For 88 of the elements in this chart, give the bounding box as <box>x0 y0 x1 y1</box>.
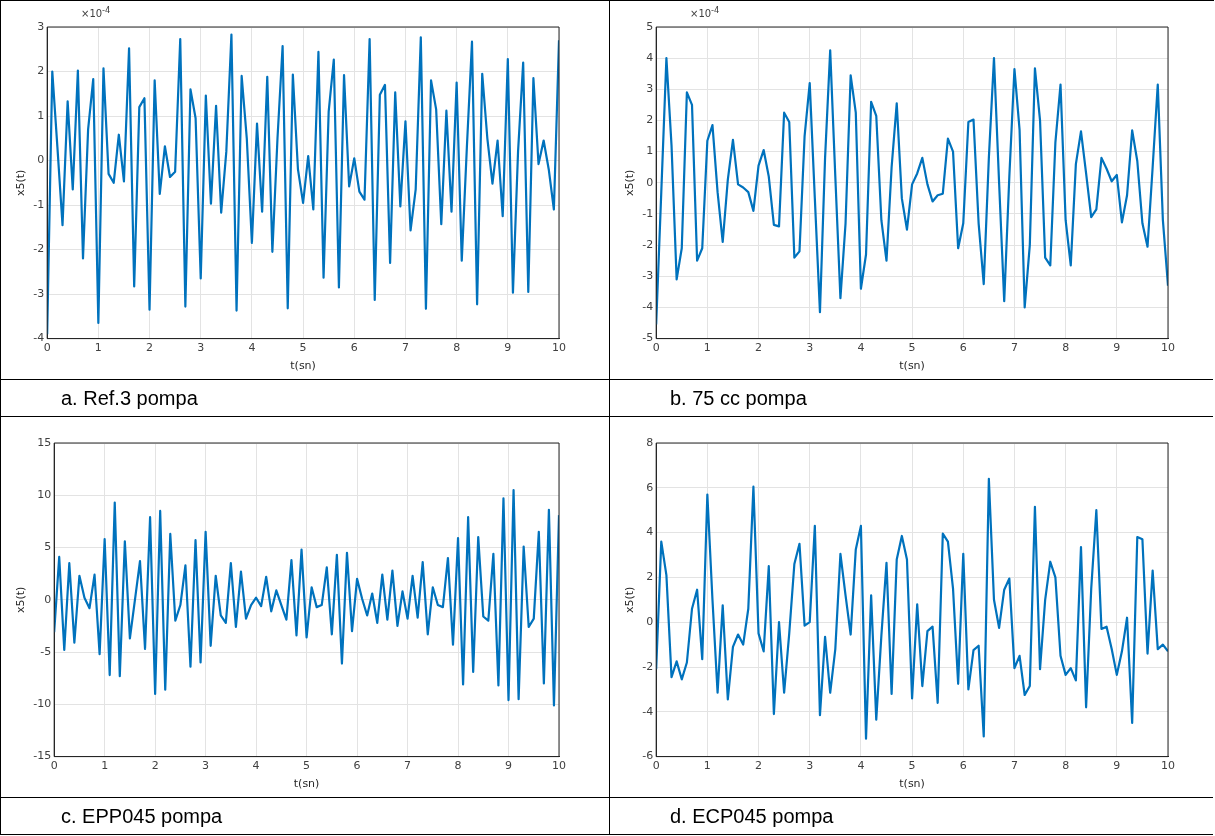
text: c. EPP045 pompa <box>60 803 224 829</box>
x-tick-label: 6 <box>353 759 361 773</box>
y-tick-label: 1 <box>37 108 45 122</box>
y-axis-title: x5(t) <box>623 169 637 196</box>
x-tick-label: 9 <box>504 341 512 355</box>
x-tick-label: 2 <box>146 341 154 355</box>
x-tick-label: 1 <box>94 341 102 355</box>
y-tick-label: 4 <box>646 525 654 539</box>
x-tick-label: 9 <box>1113 759 1121 773</box>
y-tick-label: 10 <box>37 488 52 502</box>
x-tick-label: 7 <box>1010 759 1018 773</box>
x-tick-label: 8 <box>1062 341 1070 355</box>
x-axis-title: t(sn) <box>899 359 925 373</box>
x-tick-label: 1 <box>703 759 711 773</box>
y-tick-label: -6 <box>642 749 654 763</box>
text: ×10$^{-4}$ <box>690 5 720 20</box>
y-tick-label: 0 <box>646 175 654 189</box>
y-axis-title: x5(t) <box>623 586 637 613</box>
x-tick-label: 4 <box>857 341 865 355</box>
x-tick-label: 10 <box>552 341 566 355</box>
y-tick-label: 0 <box>44 592 52 606</box>
y-tick-label: 6 <box>646 480 654 494</box>
y-tick-label: 3 <box>646 82 654 96</box>
y-tick-label: -5 <box>40 644 52 658</box>
y-tick-label: -3 <box>642 269 654 283</box>
x-axis-title: t(sn) <box>899 777 925 791</box>
y-tick-label: -4 <box>642 704 654 718</box>
y-tick-label: 15 <box>37 435 52 449</box>
x-tick-label: 3 <box>197 341 205 355</box>
y-tick-label: -1 <box>33 197 45 211</box>
x-tick-label: 10 <box>1161 341 1175 355</box>
y-tick-label: 1 <box>646 144 654 158</box>
x-tick-label: 10 <box>552 759 566 773</box>
x-tick-label: 8 <box>454 759 462 773</box>
x-axis-title: t(sn) <box>293 777 320 791</box>
y-tick-label: 4 <box>646 51 654 65</box>
y-tick-label: 2 <box>37 64 45 78</box>
y-tick-label: 0 <box>646 615 654 629</box>
x-tick-label: 3 <box>806 341 814 355</box>
x-tick-label: 6 <box>350 341 358 355</box>
x-tick-label: 2 <box>755 759 763 773</box>
x-tick-label: 8 <box>1062 759 1070 773</box>
text: ×10$^{-4}$ <box>81 5 111 20</box>
y-tick-label: 8 <box>646 435 654 449</box>
y-tick-label: -5 <box>642 331 654 345</box>
y-tick-label: 2 <box>646 113 654 127</box>
x-tick-label: 4 <box>857 759 865 773</box>
x-tick-label: 4 <box>248 341 256 355</box>
x-tick-label: 10 <box>1161 759 1175 773</box>
x-tick-label: 6 <box>959 341 967 355</box>
y-tick-label: -2 <box>33 242 45 256</box>
x-tick-label: 1 <box>703 341 711 355</box>
x-tick-label: 9 <box>505 759 513 773</box>
x-tick-label: 5 <box>908 759 916 773</box>
x-tick-label: 7 <box>404 759 412 773</box>
y-tick-label: 5 <box>44 540 52 554</box>
x-tick-label: 8 <box>453 341 461 355</box>
x-tick-label: 5 <box>908 341 916 355</box>
x-axis-title: t(sn) <box>290 359 316 373</box>
y-tick-label: -4 <box>642 300 654 314</box>
y-tick-label: -4 <box>33 331 45 345</box>
y-tick-label: 0 <box>37 153 45 167</box>
x-tick-label: 3 <box>202 759 210 773</box>
x-tick-label: 4 <box>252 759 260 773</box>
y-tick-label: 2 <box>646 570 654 584</box>
y-tick-label: -10 <box>33 697 52 711</box>
x-tick-label: 1 <box>101 759 109 773</box>
x-tick-label: 2 <box>755 341 763 355</box>
x-tick-label: 5 <box>299 341 307 355</box>
x-tick-label: 3 <box>806 759 814 773</box>
y-tick-label: 5 <box>646 19 654 33</box>
x-tick-label: 5 <box>303 759 311 773</box>
x-tick-label: 7 <box>1010 341 1018 355</box>
x-tick-label: 7 <box>401 341 409 355</box>
y-tick-label: -2 <box>642 237 654 251</box>
y-axis-title: x5(t) <box>14 169 28 196</box>
y-axis-title: x5(t) <box>14 586 28 613</box>
x-tick-label: 6 <box>959 759 967 773</box>
text: a. Ref.3 pompa <box>60 385 199 411</box>
y-tick-label: -1 <box>642 206 654 220</box>
y-tick-label: 3 <box>37 19 45 33</box>
text: d. ECP045 pompa <box>669 803 835 829</box>
y-tick-label: -2 <box>642 659 654 673</box>
y-tick-label: -15 <box>33 749 52 763</box>
text: b. 75 cc pompa <box>669 385 808 411</box>
x-tick-label: 9 <box>1113 341 1121 355</box>
y-tick-label: -3 <box>33 286 45 300</box>
x-tick-label: 2 <box>151 759 159 773</box>
